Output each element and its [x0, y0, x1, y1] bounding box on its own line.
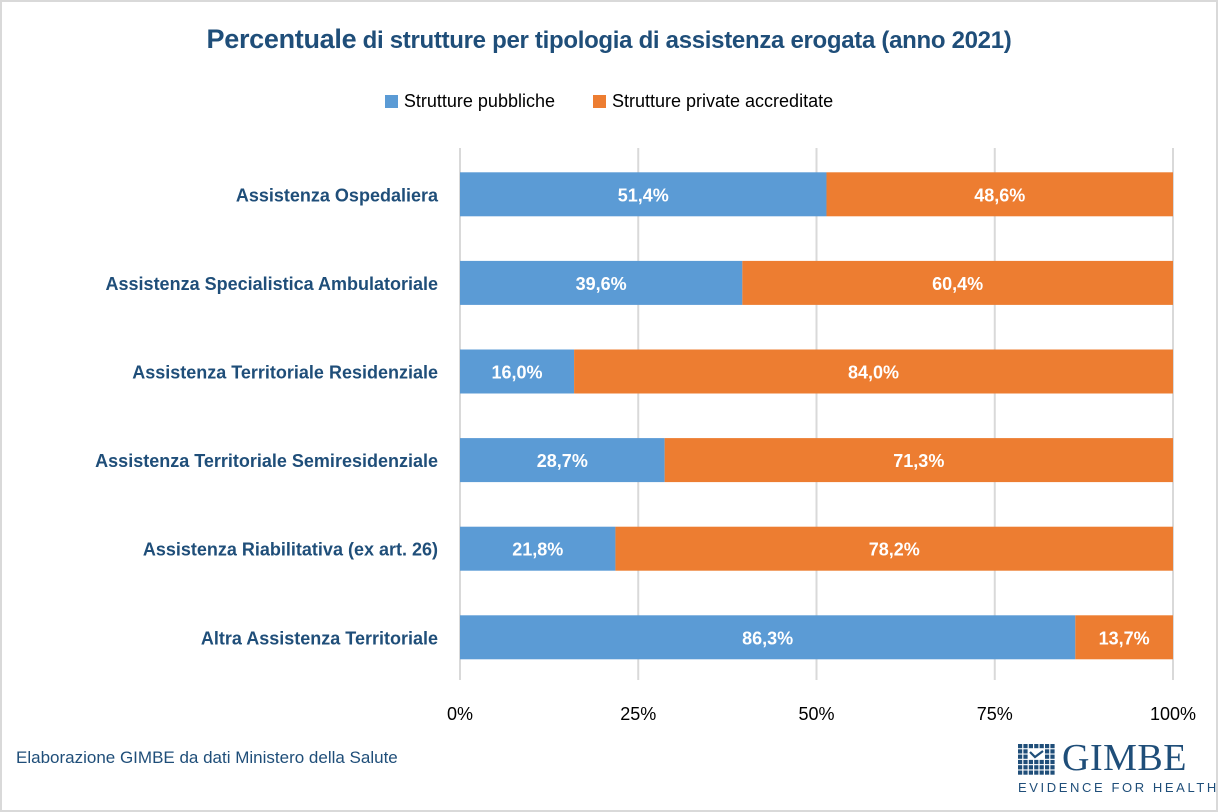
- logo-dot: [1050, 765, 1055, 770]
- logo-dot: [1034, 744, 1039, 749]
- x-tick-label: 100%: [1150, 704, 1196, 724]
- logo-dot: [1018, 749, 1023, 754]
- data-label: 51,4%: [618, 185, 669, 205]
- bar-segment-public: [460, 260, 743, 305]
- x-tick-label: 25%: [620, 704, 656, 724]
- logo-dot: [1018, 754, 1023, 759]
- x-tick-label: 75%: [977, 704, 1013, 724]
- logo-dot: [1045, 770, 1050, 775]
- x-tick-label: 0%: [447, 704, 473, 724]
- legend-item-private: Strutture private accreditate: [592, 91, 834, 112]
- logo-dot: [1039, 744, 1044, 749]
- legend-swatch-public: [384, 95, 398, 108]
- legend-label-public: Strutture pubbliche: [403, 91, 555, 111]
- logo-dot: [1050, 759, 1055, 765]
- bar-segment-private: [574, 349, 1173, 394]
- category-label: Assistenza Ospedaliera: [236, 185, 439, 205]
- gimbe-logo: GIMBE EVIDENCE FOR HEALTH: [1016, 737, 1216, 800]
- logo-dot: [1045, 749, 1050, 754]
- logo-tagline: EVIDENCE FOR HEALTH: [1018, 780, 1218, 795]
- chart-title-lead: Percentuale: [206, 24, 357, 54]
- logo-dot: [1045, 744, 1050, 749]
- logo-dot: [1028, 770, 1033, 775]
- source-note: Elaborazione GIMBE da dati Ministero del…: [16, 748, 398, 767]
- category-label: Assistenza Territoriale Semiresidenziale: [95, 451, 438, 471]
- logo-dot: [1023, 744, 1028, 749]
- bar-segment-private: [1075, 615, 1173, 660]
- logo-dot: [1018, 744, 1023, 749]
- logo-dot: [1023, 749, 1028, 754]
- logo-dot: [1028, 759, 1033, 765]
- logo-dot: [1039, 759, 1044, 765]
- bar-segment-private: [615, 526, 1173, 571]
- bar-segment-public: [460, 526, 616, 571]
- bar-segment-private: [664, 438, 1173, 483]
- bar-segment-public: [460, 172, 827, 217]
- category-label: Assistenza Territoriale Residenziale: [132, 363, 438, 383]
- logo-dot: [1050, 754, 1055, 759]
- data-label: 13,7%: [1099, 628, 1150, 648]
- data-label: 60,4%: [932, 274, 983, 294]
- check-mark: [1029, 750, 1044, 759]
- legend-item-public: Strutture pubbliche: [384, 91, 555, 112]
- data-label: 84,0%: [848, 363, 899, 383]
- grid-check-icon: [1018, 744, 1055, 775]
- data-label: 71,3%: [893, 451, 944, 471]
- logo-dot: [1034, 765, 1039, 770]
- category-label: Altra Assistenza Territoriale: [201, 628, 438, 648]
- logo-dot: [1023, 754, 1028, 759]
- logo-dot: [1034, 770, 1039, 775]
- bar-segment-public: [460, 438, 665, 483]
- logo-dot: [1023, 759, 1028, 765]
- data-label: 39,6%: [576, 274, 627, 294]
- legend-swatch-private: [592, 95, 606, 108]
- data-label: 21,8%: [512, 540, 563, 560]
- logo-brand: GIMBE: [1062, 737, 1187, 779]
- data-label: 78,2%: [869, 540, 920, 560]
- logo-dot: [1045, 759, 1050, 765]
- data-label: 28,7%: [537, 451, 588, 471]
- legend: Strutture pubbliche Strutture private ac…: [0, 91, 1218, 112]
- logo-dot: [1039, 770, 1044, 775]
- logo-dot: [1034, 759, 1039, 765]
- bar-segment-public: [460, 615, 1076, 660]
- legend-label-private: Strutture private accreditate: [611, 91, 834, 111]
- chart-title-rest: di strutture per tipologia di assistenza…: [356, 27, 1012, 54]
- logo-dot: [1018, 770, 1023, 775]
- logo-dot: [1050, 749, 1055, 754]
- logo-dot: [1023, 765, 1028, 770]
- logo-dot: [1050, 770, 1055, 775]
- logo-dot: [1028, 765, 1033, 770]
- chart-title: Percentuale di strutture per tipologia d…: [0, 24, 1218, 55]
- logo-dot: [1045, 765, 1050, 770]
- logo-dot: [1039, 765, 1044, 770]
- bar-segment-public: [460, 349, 575, 394]
- category-label: Assistenza Specialistica Ambulatoriale: [106, 274, 438, 294]
- data-label: 16,0%: [492, 363, 543, 383]
- logo-dot: [1050, 744, 1055, 749]
- category-label: Assistenza Riabilitativa (ex art. 26): [143, 540, 438, 560]
- x-tick-label: 50%: [798, 704, 834, 724]
- logo-dot: [1028, 744, 1033, 749]
- logo-dot: [1018, 759, 1023, 765]
- bar-segment-private: [826, 172, 1173, 217]
- data-label: 48,6%: [974, 185, 1025, 205]
- logo-dot: [1045, 754, 1050, 759]
- logo-dot: [1023, 770, 1028, 775]
- logo-dot: [1018, 765, 1023, 770]
- data-label: 86,3%: [742, 628, 793, 648]
- bar-segment-private: [742, 260, 1173, 305]
